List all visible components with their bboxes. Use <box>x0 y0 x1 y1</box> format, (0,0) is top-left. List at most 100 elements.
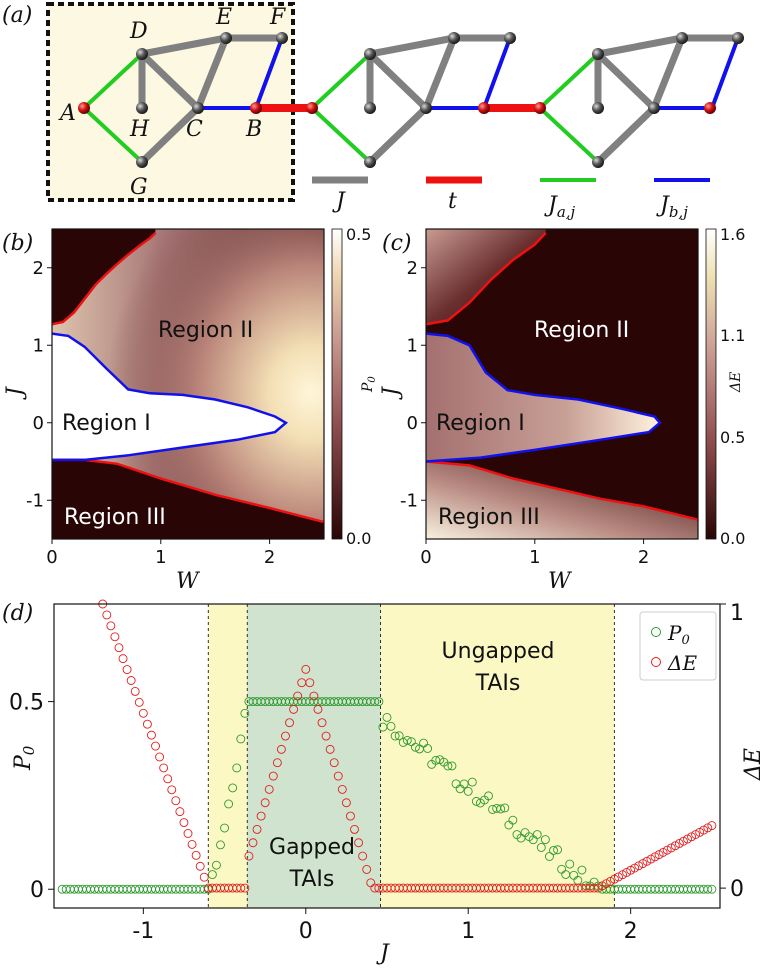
p0-point <box>549 845 558 855</box>
x-axis-label-b: W <box>176 569 201 594</box>
y2-axis-label-d: ΔE <box>741 748 764 781</box>
p0-point <box>394 731 404 741</box>
node-label-C: C <box>186 117 203 142</box>
p0-point <box>390 731 400 741</box>
boundary-lower-red-c <box>426 460 698 521</box>
colorbar-b-min: 0.0 <box>346 529 371 548</box>
p0-point <box>240 708 250 718</box>
deltaE-point <box>171 796 181 806</box>
bond-AD-1 <box>310 52 372 110</box>
p0-point <box>410 742 420 752</box>
legend-label-Jb: Jb,j <box>656 193 688 221</box>
deltaE-point <box>354 838 364 848</box>
node-E-0 <box>220 32 232 44</box>
node-D-0 <box>136 48 148 60</box>
deltaE-point <box>122 665 132 675</box>
bond-DE-1 <box>366 34 458 58</box>
bond-AD-0 <box>82 52 144 110</box>
node-F-2 <box>732 32 744 44</box>
p0-point <box>707 884 717 894</box>
x-tick-label-d-2: 1 <box>461 919 475 944</box>
node-label-E: E <box>215 5 232 30</box>
node-D-2 <box>592 48 604 60</box>
deltaE-point <box>138 708 148 718</box>
panel-a-label: (a) <box>2 3 32 28</box>
deltaE-point <box>268 771 278 781</box>
region-II-label-b: Region II <box>158 318 253 343</box>
boundary-blue-c <box>426 332 662 463</box>
bond-CG-1 <box>366 104 430 166</box>
node-C-0 <box>192 102 204 114</box>
y-axis-label-b: J <box>3 386 28 400</box>
axes-ticks-d: -1 0 1 2 0 0.5 0 1 <box>9 601 744 944</box>
colorbar-c-t1: 1.1 <box>720 326 745 345</box>
deltaE-point <box>589 883 599 893</box>
x-tick-label-b-1: 1 <box>155 547 166 568</box>
y2-tick-label-d-0: 0 <box>730 877 744 902</box>
node-label-A: A <box>58 101 76 126</box>
deltaE-point <box>183 829 193 838</box>
p0-point <box>374 697 384 707</box>
deltaE-point <box>301 664 311 674</box>
p0-point <box>553 845 563 855</box>
annotation-gapped-line2: TAIs <box>289 867 335 892</box>
bond-CE-2 <box>650 34 686 112</box>
p0-point <box>224 799 234 809</box>
p0-point <box>423 744 433 753</box>
deltaE-point <box>199 872 209 882</box>
deltaE-point <box>175 807 185 817</box>
bond-CG-2 <box>594 104 658 166</box>
node-B-2 <box>704 102 716 114</box>
y-tick-label-d-0: 0 <box>30 878 44 903</box>
bond-CE-1 <box>422 34 458 112</box>
p0-point <box>540 835 550 845</box>
bond-CE-0 <box>194 34 230 112</box>
x-tick-label-b-0: 0 <box>46 547 57 568</box>
deltaE-point <box>240 883 250 893</box>
p0-point <box>544 852 554 861</box>
node-label-D: D <box>129 19 148 44</box>
deltaE-point <box>130 686 140 696</box>
deltaE-point <box>272 758 282 768</box>
node-C-1 <box>420 102 432 114</box>
deltaE-point <box>244 851 254 861</box>
node-A-1 <box>306 102 318 114</box>
panel-a: (a) A B C D E F G H J t Ja,j Jb,j <box>2 2 744 221</box>
region-III-fill-c <box>426 461 698 539</box>
deltaE-point <box>293 691 303 701</box>
axes-ticks-c: 0 1 2 2 1 0 -1 <box>400 258 649 568</box>
lattice-graph <box>78 32 744 168</box>
deltaE-point <box>114 643 124 653</box>
deltaE-point <box>264 784 274 794</box>
y-tick-label-b-0: 2 <box>33 258 44 279</box>
annotation-gapped-line1: Gapped <box>269 835 355 860</box>
boundary-blue-b <box>52 332 289 462</box>
panel-b: (b) Region II Region I Region III 0 1 2210… <box>2 225 378 594</box>
x-tick-label-c-1: 1 <box>529 547 540 568</box>
colorbar-b-label: P0 <box>360 376 378 393</box>
deltaE-point <box>341 798 351 808</box>
deltaE-point <box>325 744 335 754</box>
bond-BF-2 <box>710 36 740 110</box>
deltaE-point <box>329 758 339 768</box>
y-tick-label-c-0: 2 <box>407 258 418 279</box>
colorbar-c-label: ΔE <box>728 372 744 393</box>
deltaE-point <box>126 676 136 685</box>
bond-BF-0 <box>254 36 284 110</box>
x-tick-label-d-3: 2 <box>624 919 638 944</box>
deltaE-point <box>155 752 165 762</box>
y-tick-label-d-1: 0.5 <box>9 691 44 716</box>
y-tick-label-c-1: 1 <box>407 335 418 356</box>
deltaE-point <box>159 763 169 773</box>
deltaE-point <box>110 632 120 642</box>
y-tick-label-c-3: -1 <box>400 490 418 511</box>
deltaE-point <box>163 774 173 784</box>
legend-d: P0 ΔE <box>639 611 717 681</box>
annotation-ungapped-line1: Ungapped <box>442 639 555 664</box>
colorbar-c-t3: 0.0 <box>720 529 745 548</box>
colorbar-c <box>705 228 717 540</box>
region-I-fill-c <box>426 333 660 462</box>
x-axis-label-c: W <box>548 569 573 594</box>
deltaE-point <box>252 824 262 834</box>
p0-point <box>216 840 225 850</box>
